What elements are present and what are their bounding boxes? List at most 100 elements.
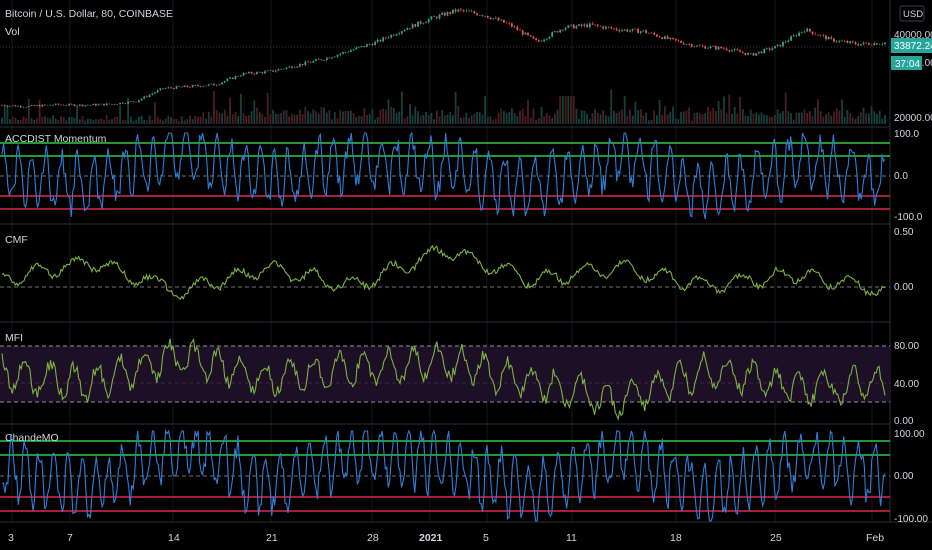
candle-body bbox=[833, 38, 835, 42]
candle-body bbox=[817, 34, 819, 36]
candle-body bbox=[516, 26, 519, 30]
price-axis[interactable]: 40000.00 30000.00 20000.00 33872.24 37:0… bbox=[891, 5, 932, 124]
volume-bar bbox=[763, 114, 766, 124]
candle-body bbox=[540, 41, 543, 42]
candle-body bbox=[741, 52, 744, 53]
volume-bar bbox=[731, 113, 733, 124]
candle-body bbox=[223, 81, 226, 83]
candle-body bbox=[207, 84, 210, 86]
volume-bar bbox=[221, 113, 223, 124]
candle-body bbox=[629, 30, 631, 32]
volume-bar bbox=[280, 113, 282, 124]
volume-bar bbox=[256, 107, 258, 124]
volume-bar bbox=[865, 113, 868, 124]
volume-bar bbox=[14, 117, 17, 124]
candle-body bbox=[76, 105, 78, 107]
volume-bar bbox=[784, 92, 787, 124]
volume-bar bbox=[543, 116, 545, 124]
volume-bar bbox=[465, 112, 468, 124]
candle-body bbox=[841, 40, 843, 42]
volume-bar bbox=[449, 111, 452, 124]
volume-bar bbox=[46, 117, 49, 124]
volume-bar bbox=[422, 114, 425, 124]
accdist-tick-minus100: -100.0 bbox=[894, 212, 923, 223]
volume-bar bbox=[744, 115, 747, 124]
chande-title: ChandeMO bbox=[5, 432, 59, 444]
candle-body bbox=[237, 76, 240, 77]
volume-bar bbox=[140, 115, 143, 124]
volume-bar bbox=[666, 114, 669, 124]
candle-body bbox=[95, 103, 97, 106]
candle-body bbox=[658, 36, 661, 38]
volume-bar bbox=[870, 106, 873, 124]
volume-bar bbox=[207, 111, 210, 124]
volume-bar bbox=[183, 120, 186, 124]
volume-bar bbox=[274, 114, 277, 124]
volume-bar bbox=[159, 119, 162, 124]
volume-bar bbox=[250, 111, 253, 124]
candle-body bbox=[132, 101, 135, 102]
candle-body bbox=[613, 28, 615, 29]
candle-body bbox=[180, 86, 183, 88]
volume-bar bbox=[205, 118, 207, 124]
volume-bar bbox=[76, 105, 78, 124]
candle-body bbox=[1, 105, 3, 107]
candle-body bbox=[205, 85, 207, 87]
candle-body bbox=[285, 67, 288, 69]
volume-bar bbox=[521, 108, 524, 124]
candle-body bbox=[6, 106, 9, 107]
volume-bar bbox=[395, 113, 398, 124]
candle-body bbox=[846, 41, 849, 43]
candle-body bbox=[360, 45, 363, 47]
candle-body bbox=[669, 37, 672, 39]
candle-body bbox=[771, 48, 774, 50]
volume-bar bbox=[527, 99, 529, 124]
volume-bar bbox=[516, 116, 519, 124]
candle-body bbox=[473, 11, 476, 14]
candle-body bbox=[578, 24, 580, 26]
volume-bar bbox=[162, 120, 164, 124]
volume-bar bbox=[229, 97, 231, 124]
candle-body bbox=[124, 103, 127, 105]
candle-body bbox=[151, 93, 154, 95]
volume-bar bbox=[27, 99, 30, 124]
currency-button[interactable] bbox=[899, 5, 925, 22]
volume-bar bbox=[92, 120, 95, 124]
candle-body bbox=[127, 101, 129, 104]
volume-bar bbox=[350, 110, 352, 124]
volume-bar bbox=[78, 119, 81, 124]
candle-body bbox=[135, 101, 138, 103]
volume-bar bbox=[497, 112, 500, 124]
candle-body bbox=[250, 72, 253, 74]
candle-body bbox=[768, 48, 771, 50]
volume-bar bbox=[642, 115, 645, 124]
candle-body bbox=[588, 23, 591, 28]
candle-body bbox=[395, 34, 398, 36]
candle-body bbox=[747, 53, 749, 55]
candle-body bbox=[143, 96, 146, 99]
volume-bar bbox=[301, 114, 304, 124]
indicator-axes[interactable]: 100.0 0.0 -100.0 0.50 0.00 80.00 40.00 0… bbox=[894, 129, 928, 525]
volume-bar bbox=[84, 120, 87, 124]
candle-body bbox=[478, 15, 481, 16]
volume-bar bbox=[6, 105, 9, 124]
candle-body bbox=[113, 104, 116, 105]
candle-body bbox=[457, 9, 460, 12]
volume-bar bbox=[403, 118, 406, 124]
candle-body bbox=[752, 53, 755, 56]
volume-bar bbox=[44, 116, 46, 124]
volume-bar bbox=[323, 107, 325, 124]
date-axis[interactable]: 3 7 14 21 28 2021 5 11 18 25 Feb bbox=[8, 532, 884, 544]
volume-bar bbox=[572, 96, 575, 124]
candle-body bbox=[830, 37, 833, 39]
candle-body bbox=[521, 30, 524, 35]
volume-bar bbox=[194, 115, 197, 124]
candle-body bbox=[505, 22, 508, 24]
candle-body bbox=[148, 94, 151, 97]
candle-body bbox=[103, 103, 105, 106]
candle-body bbox=[44, 104, 46, 106]
volume-bar bbox=[610, 89, 613, 124]
volume-bar bbox=[575, 108, 578, 124]
candle-body bbox=[406, 28, 409, 30]
